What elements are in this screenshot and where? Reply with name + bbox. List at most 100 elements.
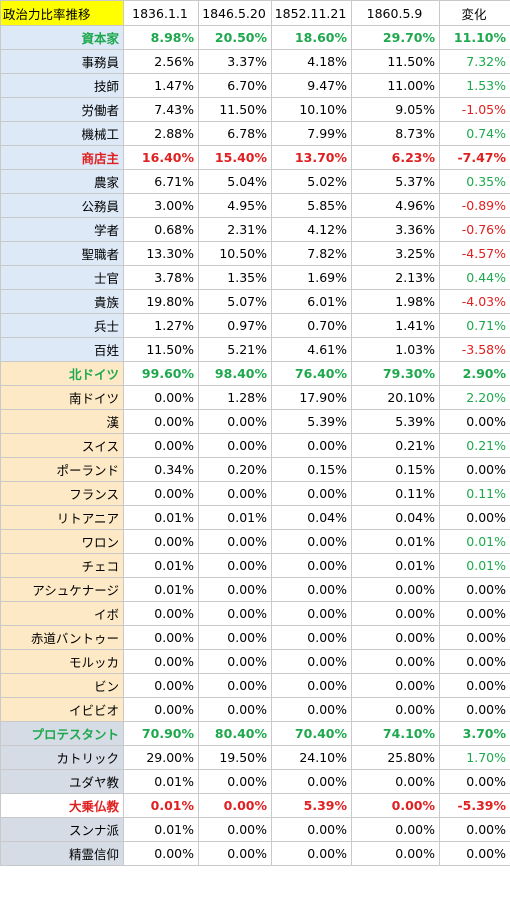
date-header-1846[interactable]: 1846.5.20 [198,0,272,26]
value-cell[interactable]: 0.01% [123,817,199,842]
value-cell[interactable]: 0.00% [198,601,272,626]
value-cell[interactable]: 0.00% [123,841,199,866]
row-label-cell[interactable]: スイス [0,433,124,458]
row-label-cell[interactable]: 農家 [0,169,124,194]
value-cell[interactable]: 0.68% [123,217,199,242]
value-cell[interactable]: 10.10% [271,97,352,122]
change-cell[interactable]: 11.10% [439,25,510,50]
row-label-cell[interactable]: 赤道バントゥー [0,625,124,650]
change-cell[interactable]: 0.00% [439,577,510,602]
value-cell[interactable]: 0.00% [123,625,199,650]
value-cell[interactable]: 11.00% [351,73,440,98]
value-cell[interactable]: 7.99% [271,121,352,146]
change-cell[interactable]: 0.44% [439,265,510,290]
value-cell[interactable]: 0.01% [198,505,272,530]
row-label-cell[interactable]: 学者 [0,217,124,242]
row-label-cell[interactable]: 機械工 [0,121,124,146]
value-cell[interactable]: 0.00% [198,673,272,698]
value-cell[interactable]: 6.01% [271,289,352,314]
value-cell[interactable]: 19.80% [123,289,199,314]
row-label-cell[interactable]: 兵士 [0,313,124,338]
value-cell[interactable]: 0.00% [271,673,352,698]
value-cell[interactable]: 11.50% [198,97,272,122]
value-cell[interactable]: 7.82% [271,241,352,266]
value-cell[interactable]: 3.37% [198,49,272,74]
date-header-1860[interactable]: 1860.5.9 [351,0,440,26]
value-cell[interactable]: 0.00% [123,529,199,554]
value-cell[interactable]: 0.00% [123,673,199,698]
value-cell[interactable]: 2.88% [123,121,199,146]
value-cell[interactable]: 0.00% [271,433,352,458]
date-header-1836[interactable]: 1836.1.1 [123,0,199,26]
value-cell[interactable]: 0.00% [198,793,272,818]
value-cell[interactable]: 20.50% [198,25,272,50]
change-cell[interactable]: 0.00% [439,409,510,434]
change-cell[interactable]: 0.01% [439,529,510,554]
row-label-cell[interactable]: 資本家 [0,25,124,50]
value-cell[interactable]: 74.10% [351,721,440,746]
value-cell[interactable]: 13.30% [123,241,199,266]
value-cell[interactable]: 0.00% [123,433,199,458]
value-cell[interactable]: 9.05% [351,97,440,122]
value-cell[interactable]: 0.00% [351,769,440,794]
value-cell[interactable]: 25.80% [351,745,440,770]
value-cell[interactable]: 3.25% [351,241,440,266]
value-cell[interactable]: 10.50% [198,241,272,266]
value-cell[interactable]: 8.98% [123,25,199,50]
row-label-cell[interactable]: 南ドイツ [0,385,124,410]
value-cell[interactable]: 0.00% [271,529,352,554]
value-cell[interactable]: 5.02% [271,169,352,194]
value-cell[interactable]: 0.21% [351,433,440,458]
value-cell[interactable]: 0.00% [271,697,352,722]
row-label-cell[interactable]: ポーランド [0,457,124,482]
change-cell[interactable]: 0.01% [439,553,510,578]
value-cell[interactable]: 0.00% [198,769,272,794]
value-cell[interactable]: 98.40% [198,361,272,386]
value-cell[interactable]: 0.00% [198,625,272,650]
row-label-cell[interactable]: モルッカ [0,649,124,674]
change-cell[interactable]: 0.11% [439,481,510,506]
value-cell[interactable]: 0.00% [351,817,440,842]
row-label-cell[interactable]: 事務員 [0,49,124,74]
value-cell[interactable]: 0.00% [198,841,272,866]
value-cell[interactable]: 19.50% [198,745,272,770]
value-cell[interactable]: 0.01% [351,553,440,578]
value-cell[interactable]: 0.00% [271,649,352,674]
value-cell[interactable]: 0.00% [351,697,440,722]
value-cell[interactable]: 5.07% [198,289,272,314]
row-label-cell[interactable]: 士官 [0,265,124,290]
value-cell[interactable]: 8.73% [351,121,440,146]
change-cell[interactable]: 0.35% [439,169,510,194]
change-cell[interactable]: 0.00% [439,505,510,530]
value-cell[interactable]: 3.78% [123,265,199,290]
row-label-cell[interactable]: 貴族 [0,289,124,314]
value-cell[interactable]: 4.96% [351,193,440,218]
row-label-cell[interactable]: 漢 [0,409,124,434]
change-cell[interactable]: 0.00% [439,601,510,626]
value-cell[interactable]: 1.47% [123,73,199,98]
value-cell[interactable]: 0.00% [271,553,352,578]
value-cell[interactable]: 4.61% [271,337,352,362]
value-cell[interactable]: 0.00% [198,577,272,602]
value-cell[interactable]: 6.78% [198,121,272,146]
row-label-cell[interactable]: ワロン [0,529,124,554]
value-cell[interactable]: 80.40% [198,721,272,746]
value-cell[interactable]: 0.00% [123,649,199,674]
change-cell[interactable]: -1.05% [439,97,510,122]
value-cell[interactable]: 0.00% [198,649,272,674]
row-label-cell[interactable]: 大乗仏教 [0,793,124,818]
value-cell[interactable]: 4.95% [198,193,272,218]
row-label-cell[interactable]: 商店主 [0,145,124,170]
value-cell[interactable]: 0.00% [351,649,440,674]
row-label-cell[interactable]: カトリック [0,745,124,770]
value-cell[interactable]: 0.20% [198,457,272,482]
change-cell[interactable]: 0.00% [439,649,510,674]
row-label-cell[interactable]: イビビオ [0,697,124,722]
row-label-cell[interactable]: プロテスタント [0,721,124,746]
value-cell[interactable]: 0.01% [123,577,199,602]
value-cell[interactable]: 4.12% [271,217,352,242]
value-cell[interactable]: 0.00% [198,433,272,458]
change-cell[interactable]: 0.71% [439,313,510,338]
value-cell[interactable]: 0.00% [198,481,272,506]
value-cell[interactable]: 0.04% [271,505,352,530]
